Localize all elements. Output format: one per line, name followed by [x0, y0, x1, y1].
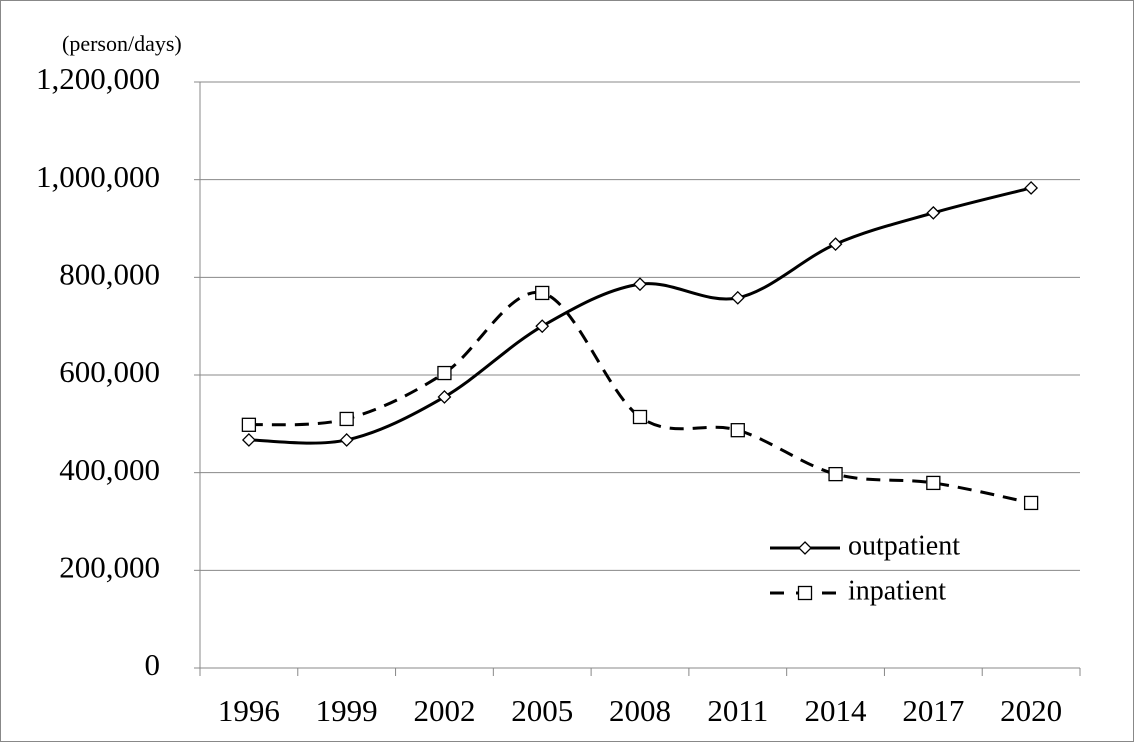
legend-marker	[798, 541, 812, 555]
marker	[437, 390, 452, 404]
y-tick-label: 1,200,000	[36, 61, 160, 96]
marker	[828, 466, 843, 482]
marker	[632, 409, 648, 425]
marker	[1024, 181, 1039, 195]
x-tick-label: 2020	[1000, 693, 1062, 728]
marker	[926, 475, 941, 491]
y-tick-label: 400,000	[59, 452, 160, 487]
x-tick-label: 1996	[218, 693, 280, 728]
marker	[535, 319, 550, 334]
marker	[241, 433, 256, 447]
y-tick-label: 1,000,000	[36, 159, 160, 194]
marker	[828, 237, 843, 252]
legend-label: inpatient	[848, 575, 946, 606]
y-tick-label: 200,000	[59, 549, 160, 584]
x-tick-label: 2005	[511, 693, 573, 728]
x-tick-label: 2017	[902, 693, 964, 728]
marker	[1023, 495, 1039, 511]
y-tick-label: 0	[145, 647, 161, 682]
marker	[339, 411, 354, 427]
x-tick-label: 2011	[707, 693, 768, 728]
x-tick-label: 2002	[413, 693, 475, 728]
y-tick-label: 600,000	[59, 354, 160, 389]
marker	[339, 433, 354, 447]
x-tick-label: 1999	[316, 693, 378, 728]
marker	[437, 365, 452, 381]
marker	[730, 423, 745, 438]
marker	[926, 205, 941, 220]
y-axis-label: (person/days)	[62, 31, 182, 56]
legend-marker	[797, 585, 813, 601]
series-line	[248, 291, 1032, 505]
x-tick-label: 2014	[805, 693, 868, 728]
marker	[241, 417, 257, 432]
x-tick-label: 2008	[609, 693, 671, 728]
marker	[535, 285, 550, 301]
marker	[633, 277, 647, 292]
y-tick-label: 800,000	[59, 256, 160, 291]
marker	[730, 290, 745, 305]
legend-label: outpatient	[848, 530, 960, 561]
